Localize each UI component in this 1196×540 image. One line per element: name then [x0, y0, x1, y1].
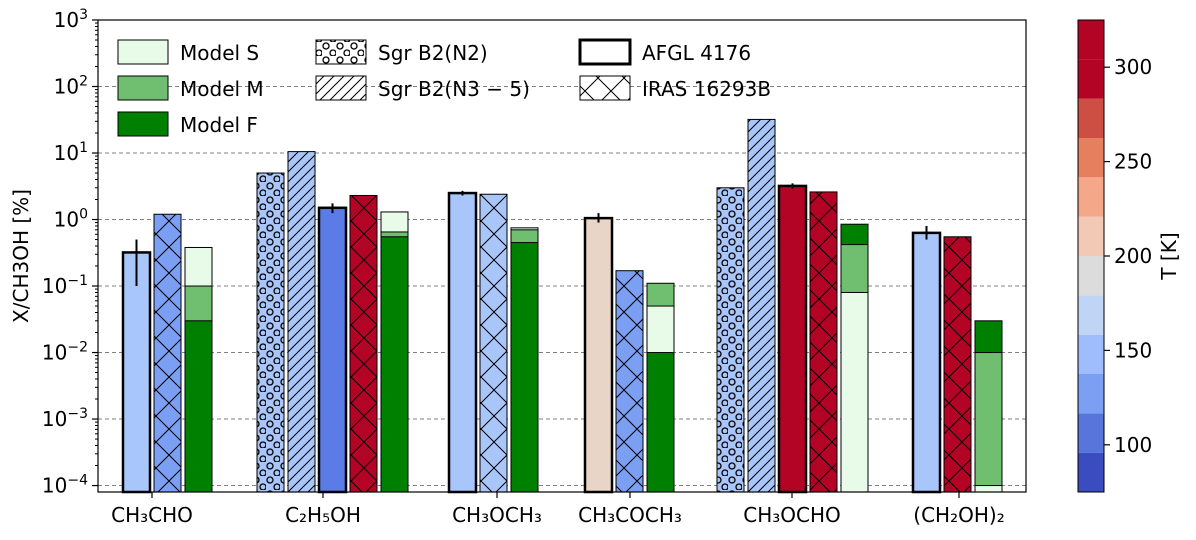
x-tick-label: CH₃OCH₃ — [452, 503, 542, 527]
legend-patch — [117, 39, 169, 65]
colorbar-segment — [1078, 216, 1104, 256]
bar-model-f — [510, 242, 539, 493]
legend-patch — [117, 111, 169, 137]
y-tick-label: 103 — [54, 7, 88, 32]
x-tick-label: C₂H₅OH — [285, 503, 361, 527]
colorbar-segment — [1078, 374, 1104, 414]
y-tick-label: 10−2 — [42, 340, 88, 365]
colorbar-segment — [1078, 334, 1104, 374]
y-axis-label: X/CH3OH [%] — [9, 189, 33, 323]
legend-label: Model S — [180, 41, 259, 65]
legend-label: Model F — [180, 113, 258, 137]
y-tick-label: 10−4 — [42, 473, 88, 498]
bar-pattern-sgr-b2-n2- — [257, 173, 284, 492]
x-tick-label: CH₃CHO — [111, 503, 193, 527]
colorbar-segment — [1078, 413, 1104, 453]
colorbar-tick-label: 150 — [1114, 338, 1152, 362]
colorbar-tick-label: 100 — [1114, 433, 1152, 457]
bar-afgl-4176 — [121, 251, 152, 494]
colorbar-segment — [1078, 20, 1104, 60]
colorbar-tick-label: 250 — [1114, 150, 1152, 174]
y-tick-label: 100 — [54, 207, 88, 232]
colorbar-segment — [1078, 138, 1104, 178]
bar-model-s — [974, 485, 1003, 493]
colorbar-segment — [1078, 177, 1104, 217]
bar-afgl-4176 — [583, 216, 614, 494]
y-tick-label: 10−1 — [42, 273, 88, 298]
bar-afgl-4176 — [447, 191, 478, 494]
x-tick-label: CH₃COCH₃ — [578, 503, 682, 527]
legend-label: AFGL 4176 — [642, 41, 751, 65]
legend-label: Sgr B2(N3 − 5) — [378, 77, 530, 101]
bar-afgl-4176 — [777, 184, 808, 494]
bars — [121, 118, 1003, 494]
axes: 10−4 10−3 10−2 10−1 100 101 102 103 X/CH3OH [%] C… — [9, 7, 1027, 527]
bar-pattern-iras-16293b — [810, 191, 837, 492]
bar-afgl-4176 — [911, 231, 942, 494]
bar-model-f — [646, 352, 675, 493]
colorbar-segment — [1078, 256, 1104, 296]
legend-label: IRAS 16293B — [642, 77, 771, 101]
bar-model-f — [184, 320, 213, 493]
bar-pattern-sgr-b2-n3-5- — [288, 151, 315, 492]
legend-label: Model M — [180, 77, 264, 101]
colorbar-segment — [1078, 98, 1104, 138]
colorbar-tick-label: 300 — [1114, 55, 1152, 79]
plot-frame — [97, 19, 1027, 493]
x-tick-label: (CH₂OH)₂ — [913, 503, 1004, 527]
legend-patch-pattern — [580, 76, 630, 100]
grid-lines — [98, 86, 1026, 487]
colorbar-label: T [K] — [1157, 232, 1181, 280]
bar-pattern-sgr-b2-n2- — [717, 187, 744, 492]
bar-model-s — [840, 291, 869, 493]
bar-afgl-4176 — [317, 206, 348, 494]
bar-pattern-iras-16293b — [480, 194, 507, 492]
bar-pattern-iras-16293b — [154, 214, 181, 493]
y-tick-label: 101 — [54, 140, 88, 165]
bar-pattern-iras-16293b — [350, 195, 377, 492]
legend-patch-pattern — [316, 40, 366, 64]
y-tick-label: 10−3 — [42, 406, 88, 431]
colorbar: 100 150 200 250 300 T [K] — [1077, 19, 1181, 493]
bar-model-m — [974, 352, 1003, 493]
y-tick-label: 102 — [54, 74, 88, 99]
bar-model-f — [380, 236, 409, 493]
legend-patch — [117, 75, 169, 101]
legend-patch — [578, 38, 632, 66]
legend-label: Sgr B2(N2) — [378, 41, 488, 65]
bar-pattern-iras-16293b — [616, 270, 643, 492]
colorbar-segment — [1078, 59, 1104, 99]
legend: Model S Model M Model F Sgr B2(N2) Sgr B2(N3… — [117, 38, 771, 137]
bar-pattern-sgr-b2-n3-5- — [748, 119, 775, 492]
bar-pattern-iras-16293b — [944, 236, 971, 492]
colorbar-segment — [1078, 295, 1104, 335]
x-tick-label: CH₃OCHO — [743, 503, 841, 527]
legend-patch-pattern — [316, 76, 366, 100]
colorbar-tick-label: 200 — [1114, 244, 1152, 268]
colorbar-segment — [1078, 452, 1104, 492]
